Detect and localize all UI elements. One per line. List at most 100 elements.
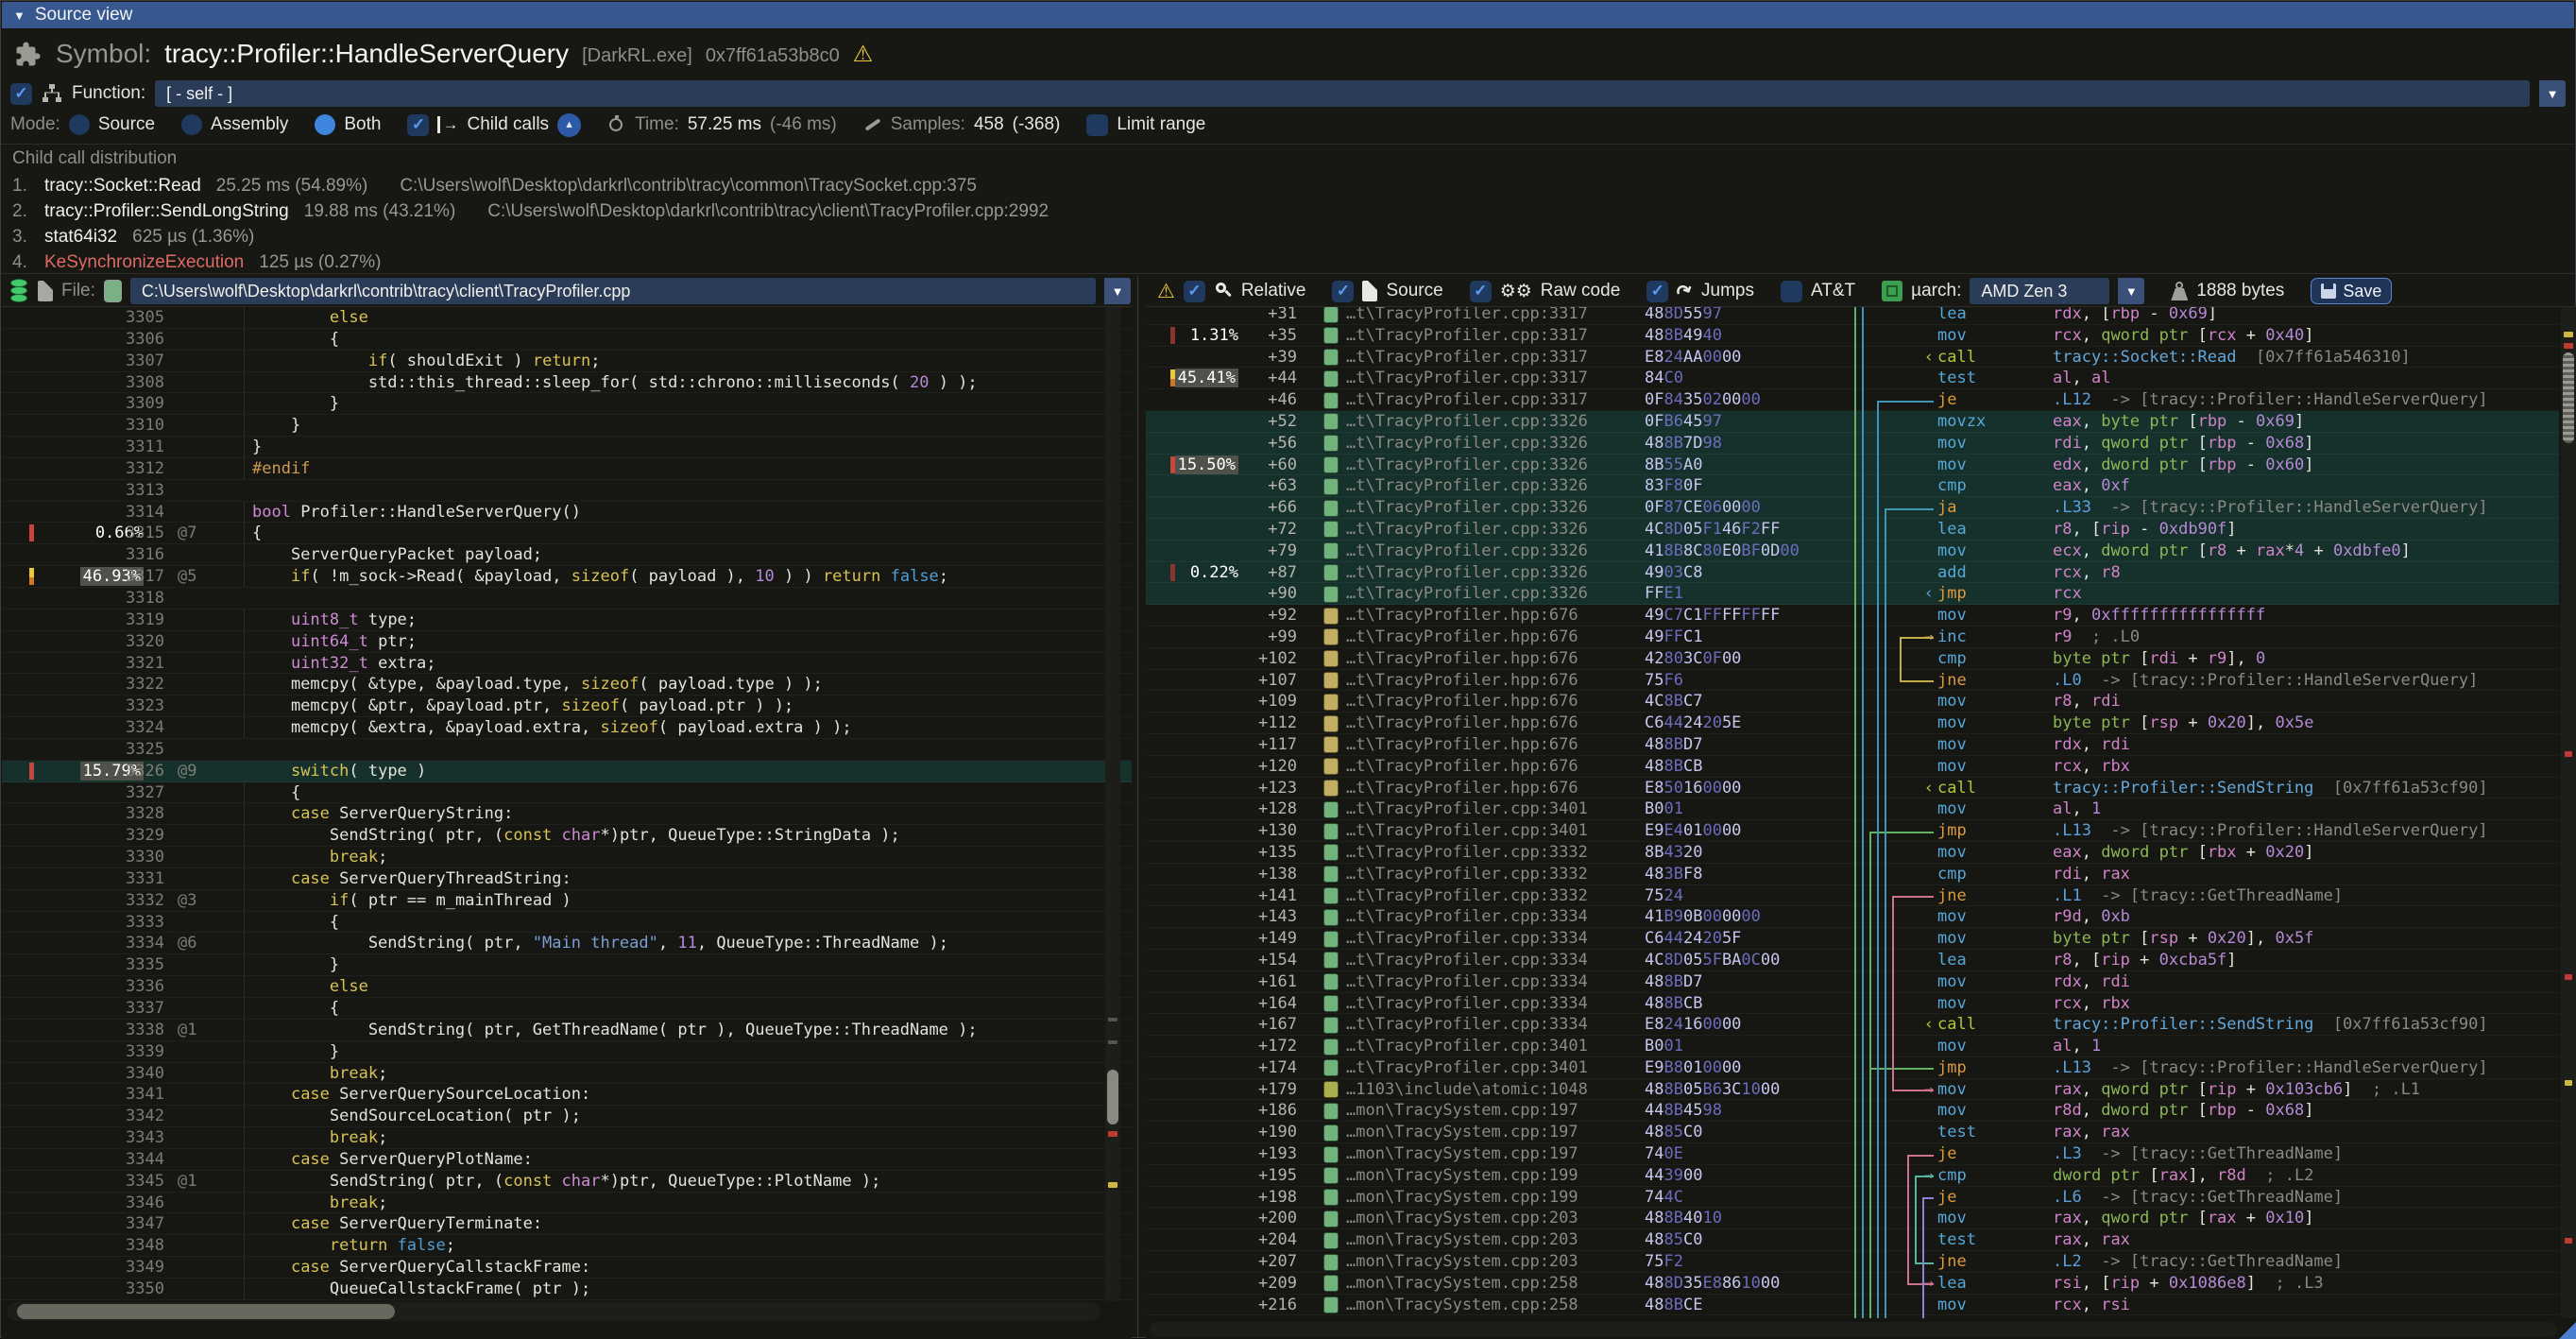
asm-row[interactable]: +207 …mon\TracySystem.cpp:203 75F2 jne .L2 -…: [1146, 1251, 2559, 1273]
asm-row[interactable]: 45.41% +44 …t\TracyProfiler.cpp:3317 84C0 te…: [1146, 368, 2559, 390]
asm-row[interactable]: +52 …t\TracyProfiler.cpp:3326 0FB64597 movz…: [1146, 410, 2559, 433]
asm-row[interactable]: +143 …t\TracyProfiler.cpp:3334 41B90B00000…: [1146, 906, 2559, 929]
asm-row[interactable]: +72 …t\TracyProfiler.cpp:3326 4C8D05F146F2…: [1146, 518, 2559, 541]
source-line[interactable]: 3342 SendSourceLocation( ptr );: [2, 1106, 1132, 1128]
source-line[interactable]: 3343 break;: [2, 1127, 1132, 1149]
asm-row[interactable]: +209 …mon\TracySystem.cpp:258 488D35E88610…: [1146, 1273, 2559, 1295]
asm-row[interactable]: +128 …t\TracyProfiler.cpp:3401 B001 mov al, …: [1146, 798, 2559, 821]
asm-row[interactable]: +200 …mon\TracySystem.cpp:203 488B4010 mov r…: [1146, 1208, 2559, 1230]
asm-row[interactable]: +193 …mon\TracySystem.cpp:197 740E je .L3 ->…: [1146, 1143, 2559, 1165]
raw-code-checkbox[interactable]: ✓: [1469, 280, 1492, 302]
asm-row[interactable]: +167 …t\TracyProfiler.cpp:3334 E824160000 ‹…: [1146, 1014, 2559, 1037]
source-line[interactable]: 3319 uint8_t type;: [2, 609, 1132, 631]
asm-row[interactable]: +92 …t\TracyProfiler.hpp:676 49C7C1FFFFFFF…: [1146, 605, 2559, 627]
source-checkbox[interactable]: ✓: [1332, 280, 1355, 302]
asm-row[interactable]: +107 …t\TracyProfiler.hpp:676 75F6 jne .L0 -…: [1146, 670, 2559, 692]
assembly-vscrollbar[interactable]: [2561, 307, 2576, 1318]
file-combo[interactable]: C:\Users\wolf\Desktop\darkrl\contrib\tra…: [129, 278, 1096, 304]
source-line[interactable]: 3323 memcpy( &ptr, &payload.ptr, sizeof(…: [2, 695, 1132, 718]
function-checkbox[interactable]: ✓: [10, 82, 32, 105]
child-calls-label[interactable]: Child calls: [467, 114, 550, 134]
child-call-item[interactable]: 1. tracy::Socket::Read 25.25 ms (54.89%) C:…: [12, 173, 2575, 198]
relative-label[interactable]: Relative: [1240, 281, 1306, 300]
jumps-checkbox[interactable]: ✓: [1646, 280, 1669, 302]
source-line[interactable]: 3347 case ServerQueryTerminate:: [2, 1213, 1132, 1236]
uarch-combo-arrow-icon[interactable]: ▼: [2118, 278, 2145, 304]
limit-range-label[interactable]: Limit range: [1117, 114, 1206, 134]
function-combo-arrow-icon[interactable]: ▼: [2539, 80, 2566, 107]
source-line[interactable]: 3340 break;: [2, 1062, 1132, 1085]
source-line[interactable]: 3305 else: [2, 307, 1132, 329]
asm-row[interactable]: 0.22% +87 …t\TracyProfiler.cpp:3326 4903C8 a…: [1146, 561, 2559, 584]
asm-row[interactable]: +204 …mon\TracySystem.cpp:203 4885C0 test ra…: [1146, 1229, 2559, 1252]
asm-row[interactable]: +66 …t\TracyProfiler.cpp:3326 0F87CE060000…: [1146, 497, 2559, 519]
asm-row[interactable]: +39 …t\TracyProfiler.cpp:3317 E824AA0000 ‹ c…: [1146, 347, 2559, 369]
asm-row[interactable]: +112 …t\TracyProfiler.hpp:676 C64424205E mo…: [1146, 712, 2559, 734]
limit-range-checkbox[interactable]: [1086, 113, 1109, 136]
source-line[interactable]: 3321 uint32_t extra;: [2, 652, 1132, 675]
asm-row[interactable]: 15.50% +60 …t\TracyProfiler.cpp:3326 8B55A0…: [1146, 454, 2559, 476]
source-line[interactable]: 3328 case ServerQueryString:: [2, 803, 1132, 826]
source-vscrollbar[interactable]: [1105, 307, 1120, 1301]
source-line[interactable]: 3314 bool Profiler::HandleServerQuery(): [2, 501, 1132, 524]
asm-row[interactable]: +135 …t\TracyProfiler.cpp:3332 8B4320 mov ea…: [1146, 842, 2559, 864]
source-line[interactable]: 3311}: [2, 437, 1132, 458]
source-line[interactable]: 3333 {: [2, 911, 1132, 934]
asm-row[interactable]: +179 …1103\include\atomic:1048 488B05B63C1…: [1146, 1079, 2559, 1101]
source-line[interactable]: 15.79% 3326 @9 switch( type ): [2, 760, 1132, 782]
mode-option-both[interactable]: Both: [344, 114, 382, 134]
asm-row[interactable]: +186 …mon\TracySystem.cpp:197 448B4598 mov r…: [1146, 1100, 2559, 1123]
source-line[interactable]: 3330 break;: [2, 847, 1132, 868]
asm-row[interactable]: +63 …t\TracyProfiler.cpp:3326 83F80F cmp eax…: [1146, 475, 2559, 498]
source-line[interactable]: 3312 #endif: [2, 457, 1132, 480]
window-titlebar[interactable]: ▼ Source view: [2, 2, 2574, 28]
source-line[interactable]: 3345 @1 SendString( ptr, (const char*)ptr…: [2, 1170, 1132, 1193]
source-line[interactable]: 3349 case ServerQueryCallstackFrame:: [2, 1257, 1132, 1279]
assembly-vscrollbar-thumb[interactable]: [2563, 352, 2574, 443]
file-combo-arrow-icon[interactable]: ▼: [1104, 278, 1131, 304]
source-line[interactable]: 3320 uint64_t ptr;: [2, 630, 1132, 653]
source-line[interactable]: 3327 {: [2, 781, 1132, 804]
child-calls-checkbox[interactable]: ✓: [407, 113, 430, 136]
asm-row[interactable]: +79 …t\TracyProfiler.cpp:3326 418B8C80E0BF…: [1146, 540, 2559, 562]
source-line[interactable]: 3337 {: [2, 998, 1132, 1020]
source-line[interactable]: 3310 }: [2, 415, 1132, 438]
jumps-label[interactable]: Jumps: [1701, 281, 1754, 300]
source-line[interactable]: 3316 ServerQueryPacket payload;: [2, 544, 1132, 567]
asm-row[interactable]: 1.31% +35 …t\TracyProfiler.cpp:3317 488B494…: [1146, 325, 2559, 347]
asm-row[interactable]: +90 …t\TracyProfiler.cpp:3326 FFE1 ‹ jmp rcx: [1146, 583, 2559, 606]
source-line[interactable]: 3313: [2, 480, 1132, 502]
asm-row[interactable]: +174 …t\TracyProfiler.cpp:3401 E9B8010000 j…: [1146, 1057, 2559, 1079]
function-combo[interactable]: [ - self - ]: [155, 80, 2530, 107]
radio-mode-assembly[interactable]: [181, 114, 203, 135]
source-line[interactable]: 3331 case ServerQueryThreadString:: [2, 867, 1132, 890]
asm-row[interactable]: +198 …mon\TracySystem.cpp:199 744C je .L6 ->…: [1146, 1187, 2559, 1209]
source-line[interactable]: 3339 }: [2, 1040, 1132, 1063]
source-line[interactable]: 3338 @1 SendString( ptr, GetThreadName( p…: [2, 1019, 1132, 1041]
asm-row[interactable]: +141 …t\TracyProfiler.cpp:3332 7524 jne .L1 …: [1146, 885, 2559, 907]
source-line[interactable]: 3329 SendString( ptr, (const char*)ptr, …: [2, 825, 1132, 848]
source-vscrollbar-thumb[interactable]: [1107, 1070, 1118, 1124]
asm-row[interactable]: +117 …t\TracyProfiler.hpp:676 488BD7 mov rdx…: [1146, 734, 2559, 756]
pane-divider[interactable]: [1137, 277, 1138, 1337]
resize-grip[interactable]: [2559, 1322, 2576, 1339]
mode-option-assembly[interactable]: Assembly: [211, 114, 289, 134]
mode-option-source[interactable]: Source: [97, 114, 156, 134]
source-hscrollbar[interactable]: [8, 1302, 1100, 1321]
asm-row[interactable]: +123 …t\TracyProfiler.hpp:676 E850160000 ‹ c…: [1146, 778, 2559, 799]
assembly-hscrollbar[interactable]: [1150, 1322, 2557, 1337]
source-line[interactable]: 3348 return false;: [2, 1235, 1132, 1258]
uarch-combo[interactable]: AMD Zen 3: [1970, 278, 2110, 304]
source-line[interactable]: 3308 std::this_thread::sleep_for( std::c…: [2, 371, 1132, 394]
source-line[interactable]: 46.93% 3317 @5 if( !m_sock->Read( &payload…: [2, 566, 1132, 588]
asm-row[interactable]: +138 …t\TracyProfiler.cpp:3332 483BF8 cmp rd…: [1146, 864, 2559, 885]
asm-row[interactable]: +161 …t\TracyProfiler.cpp:3334 488BD7 mov rd…: [1146, 971, 2559, 993]
source-line[interactable]: 3324 memcpy( &extra, &payload.extra, siz…: [2, 717, 1132, 739]
asm-row[interactable]: +46 …t\TracyProfiler.cpp:3317 0F8435020000…: [1146, 389, 2559, 411]
source-line[interactable]: 3334 @6 SendString( ptr, "Main thread", 1…: [2, 933, 1132, 955]
source-hscrollbar-thumb[interactable]: [17, 1304, 395, 1319]
source-line[interactable]: 3318: [2, 588, 1132, 609]
source-line[interactable]: 3325: [2, 739, 1132, 761]
asm-row[interactable]: +195 …mon\TracySystem.cpp:199 443900 →cmp dw…: [1146, 1165, 2559, 1187]
child-call-item[interactable]: 4. KeSynchronizeExecution 125 µs (0.27%): [12, 249, 2575, 271]
